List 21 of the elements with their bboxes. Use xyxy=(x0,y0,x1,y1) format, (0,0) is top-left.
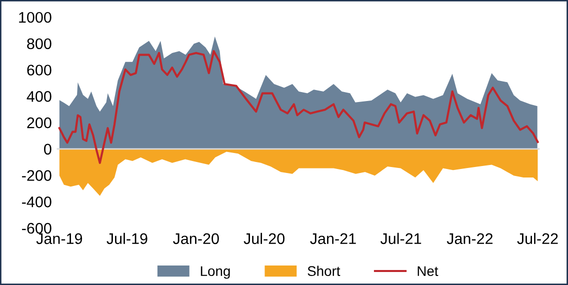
y-tick-label: -400 xyxy=(22,196,52,208)
y-tick-label: -200 xyxy=(22,170,52,181)
y-tick-label: 600 xyxy=(27,64,52,76)
x-tick-label: Jan-21 xyxy=(310,233,356,244)
y-tick-label: 1000 xyxy=(19,12,52,23)
y-tick-label: 400 xyxy=(26,91,52,102)
line-series xyxy=(58,50,539,164)
y-tick-label: -600 xyxy=(22,222,52,234)
legend-label: Net xyxy=(418,266,438,276)
legend-label: Long xyxy=(200,266,230,279)
x-tick-label: Jan-20 xyxy=(173,233,219,244)
y-tick-label: 800 xyxy=(27,38,52,50)
y-tick-label: 200 xyxy=(27,117,52,128)
legend-label: Short xyxy=(308,266,340,276)
x-tick-label: Jul-22 xyxy=(517,232,558,244)
x-tick-label: Jan-22 xyxy=(446,233,493,244)
y-tick-label: 0 xyxy=(44,144,52,155)
x-tick-label: Jan-19 xyxy=(36,233,82,244)
x-tick-label: Jul-21 xyxy=(380,232,422,244)
x-tick-label: Jul-20 xyxy=(244,232,285,244)
x-tick-label: Jul-19 xyxy=(106,232,148,244)
